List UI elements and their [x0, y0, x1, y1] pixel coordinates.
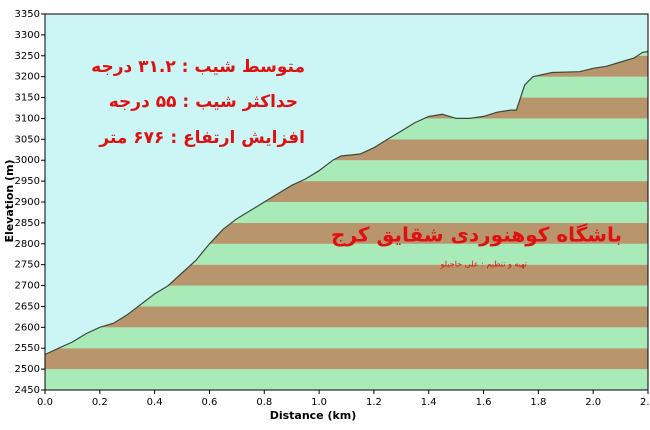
x-axis-title: Distance (km) — [270, 409, 357, 422]
band — [45, 369, 648, 390]
y-tick-label: 2950 — [15, 176, 40, 187]
x-tick-label: 0.0 — [37, 397, 53, 408]
y-tick-label: 2850 — [15, 218, 40, 229]
elevation-line — [44, 51, 649, 356]
annotation: حداکثر شیب : ۵۵ درجه — [109, 92, 298, 112]
x-tick-label: 1.8 — [530, 397, 546, 408]
annotation: متوسط شیب : ۳۱.۲ درجه — [91, 57, 305, 77]
x-tick-label: 1.4 — [421, 397, 437, 408]
y-tick-label: 3300 — [15, 30, 40, 41]
band — [45, 306, 648, 328]
y-tick-label: 2500 — [15, 364, 40, 375]
y-tick-label: 2550 — [15, 343, 40, 354]
y-tick-label: 3250 — [15, 51, 40, 62]
y-tick-label: 2750 — [15, 260, 40, 271]
y-tick-label: 3050 — [15, 134, 40, 145]
y-tick-label: 2600 — [15, 322, 40, 333]
y-tick-label: 2700 — [15, 281, 40, 292]
y-axis-title: Elevation (m) — [3, 159, 16, 242]
band — [45, 285, 648, 307]
x-tick-label: 1.6 — [476, 397, 492, 408]
y-tick-label: 3150 — [15, 93, 40, 104]
club-title: باشگاه کوهنوردی شقایق کرج — [331, 223, 622, 247]
x-tick-label: 1.2 — [366, 397, 382, 408]
credit: تهیه و تنظیم : علی حاجیلو — [440, 260, 527, 269]
x-tick-label: 2.2 — [640, 397, 650, 408]
band — [45, 327, 648, 349]
x-tick-label: 0.6 — [202, 397, 218, 408]
x-tick-label: 0.8 — [256, 397, 272, 408]
x-tick-label: 1.0 — [311, 397, 327, 408]
x-tick-label: 0.2 — [92, 397, 108, 408]
y-tick-label: 3350 — [15, 9, 40, 20]
band — [45, 348, 648, 370]
y-tick-label: 3100 — [15, 113, 40, 124]
y-tick-label: 2450 — [15, 385, 40, 396]
x-tick-label: 0.4 — [147, 397, 163, 408]
x-tick-label: 2.0 — [585, 397, 601, 408]
y-tick-label: 2800 — [15, 239, 40, 250]
y-tick-label: 3000 — [15, 155, 40, 166]
band — [45, 264, 648, 286]
y-tick-label: 2900 — [15, 197, 40, 208]
annotation: افزایش ارتفاع : ۶۷۶ متر — [98, 128, 305, 148]
y-tick-label: 2650 — [15, 301, 40, 312]
y-tick-label: 3200 — [15, 72, 40, 83]
